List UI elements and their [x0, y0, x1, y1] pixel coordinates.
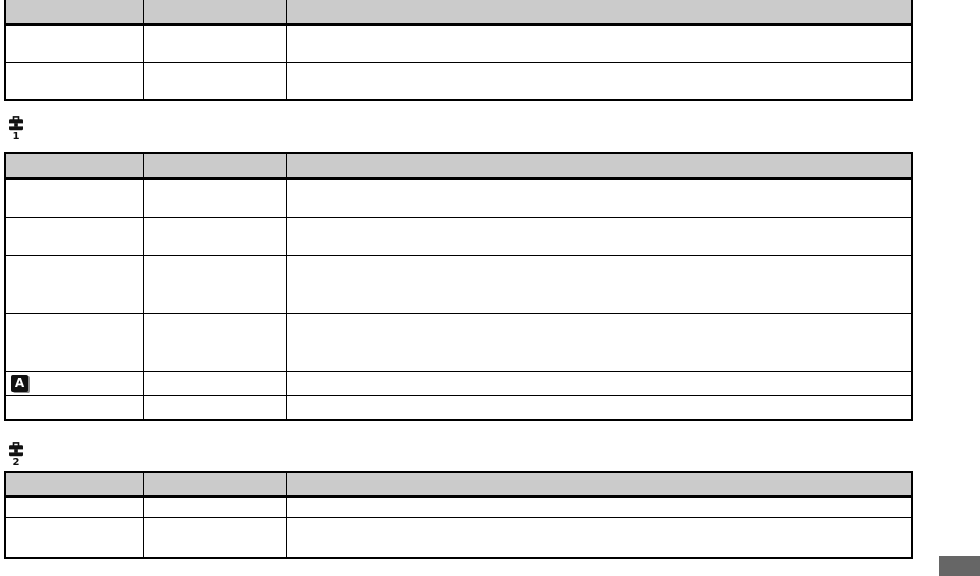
table-cell [285, 177, 913, 218]
table-cell [142, 370, 287, 396]
table-row [4, 177, 913, 218]
table-row: A [4, 370, 913, 396]
table-cell [142, 394, 287, 421]
menu-table-setup2 [4, 471, 913, 559]
menu-table-setup1: A [4, 152, 913, 421]
table-cell [285, 516, 913, 559]
table-row [4, 254, 913, 314]
table-row [4, 216, 913, 256]
table-cell [285, 394, 913, 421]
table-row [4, 394, 913, 421]
table-row [4, 495, 913, 518]
header-cell [142, 471, 287, 498]
table-row [4, 312, 913, 372]
table-cell [142, 254, 287, 314]
table-cell [4, 312, 144, 372]
header-cell [285, 0, 913, 26]
table-cell [285, 495, 913, 518]
table-cell [285, 216, 913, 256]
setup2-index-label: 2 [12, 457, 20, 468]
header-cell [285, 471, 913, 498]
table-cell [4, 516, 144, 559]
header-cell [142, 0, 287, 26]
table-cell [285, 254, 913, 314]
table-cell [4, 177, 144, 218]
table-cell [285, 23, 913, 63]
table-cell [4, 23, 144, 63]
toolbox-icon [9, 442, 23, 457]
header-cell [142, 152, 287, 180]
page-number-tab [939, 556, 980, 576]
table-cell [142, 23, 287, 63]
table-row [4, 23, 913, 63]
table-cell [285, 370, 913, 396]
table-cell [4, 61, 144, 101]
table-cell [142, 495, 287, 518]
table-row [4, 61, 913, 101]
header-cell [4, 0, 144, 26]
menu-table-top [4, 0, 913, 101]
table-header-row [4, 152, 913, 180]
table-cell [142, 312, 287, 372]
table-cell: A [4, 370, 144, 396]
table-row [4, 516, 913, 559]
header-cell [285, 152, 913, 180]
setup1-marker: 1 [8, 116, 24, 142]
table-cell [4, 394, 144, 421]
header-cell [4, 471, 144, 498]
toolbox-icon [9, 116, 23, 131]
table-cell [285, 312, 913, 372]
table-cell [142, 177, 287, 218]
setup1-index-label: 1 [12, 131, 20, 142]
table-cell [4, 216, 144, 256]
table-header-row [4, 471, 913, 498]
table-cell [285, 61, 913, 101]
table-cell [142, 216, 287, 256]
table-cell [142, 516, 287, 559]
setup2-marker: 2 [8, 442, 24, 468]
header-cell [4, 152, 144, 180]
table-cell [142, 61, 287, 101]
auto-mode-icon: A [11, 374, 28, 392]
table-cell [4, 495, 144, 518]
table-header-row [4, 0, 913, 26]
table-cell [4, 254, 144, 314]
